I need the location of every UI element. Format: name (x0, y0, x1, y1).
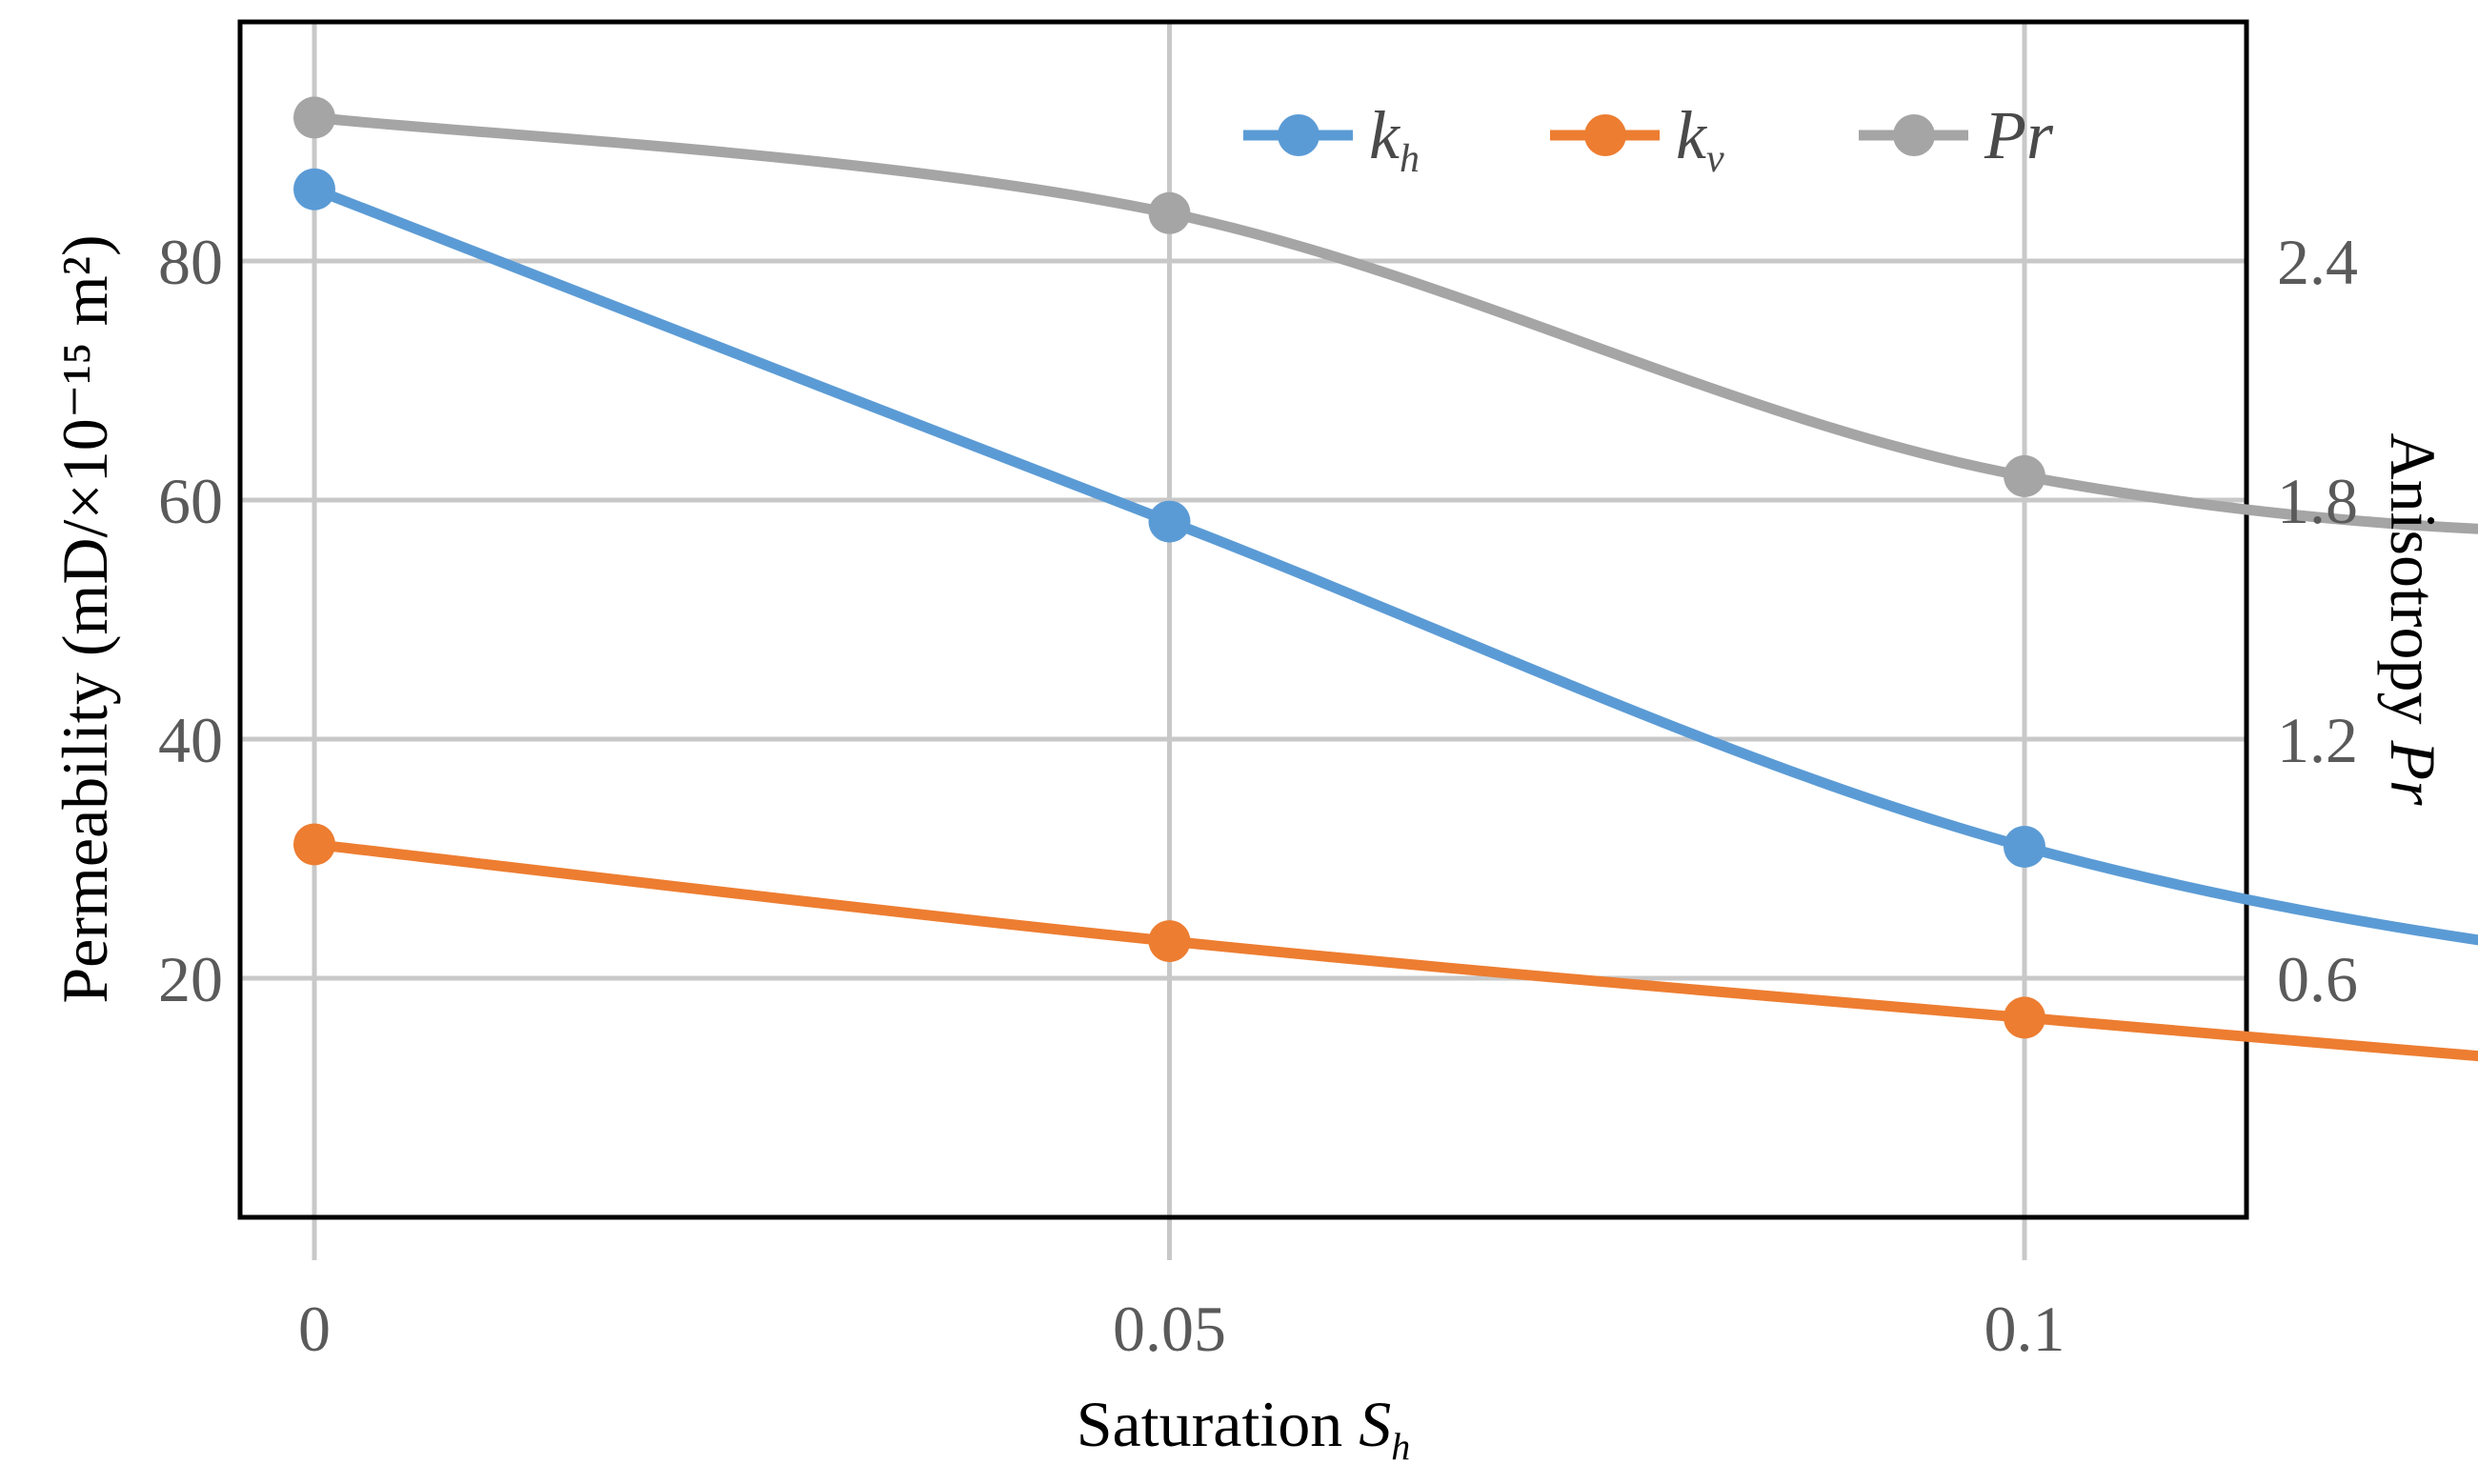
y-left-tick-label: 80 (158, 226, 223, 298)
legend-label-pr: Pr (1984, 97, 2054, 173)
y-right-tick-label: 2.4 (2277, 226, 2358, 298)
data-point-kv (2004, 996, 2045, 1039)
y-right-tick-label: 1.8 (2277, 465, 2358, 537)
legend-swatch-marker (1584, 114, 1626, 156)
y-right-axis-label-text: Anisotropy (2377, 433, 2449, 741)
y-right-axis-label: Anisotropy Pr (2377, 433, 2449, 807)
legend-label-kh: kh (1369, 97, 1420, 181)
legend-swatch-marker (1893, 114, 1935, 156)
legend-item-pr: Pr (1859, 97, 2054, 173)
series-kv (293, 823, 2478, 1062)
y-left-axis-label: Permeability (mD/×10⁻¹⁵ m²) (49, 234, 121, 1003)
data-point-pr (1148, 191, 1191, 234)
series-pr (293, 96, 2478, 534)
series-line-kh (309, 184, 2478, 946)
series-line-kv (309, 838, 2478, 1062)
grid-lines (240, 22, 2246, 1260)
x-axis-label-var: S (1359, 1388, 1391, 1460)
y-left-tick-label: 60 (158, 465, 223, 537)
y-right-axis-label-var: Pr (2377, 740, 2449, 807)
y-left-tick-label: 40 (158, 704, 223, 776)
legend-label-kv: kv (1676, 97, 1724, 181)
x-axis-label-sub: h (1391, 1425, 1410, 1468)
data-point-kh (293, 168, 335, 211)
legend-swatch-marker (1278, 114, 1320, 156)
x-axis-label: Saturation Sh (1077, 1388, 1411, 1468)
data-point-pr (2004, 454, 2045, 497)
y-left-tick-label: 20 (158, 943, 223, 1015)
data-point-kv (293, 823, 335, 866)
x-tick-label: 0.05 (1113, 1293, 1226, 1365)
y-right-tick-label: 0.6 (2277, 943, 2358, 1015)
x-axis-label-text: Saturation (1077, 1388, 1360, 1460)
y-right-tick-label: 1.2 (2277, 704, 2358, 776)
series-kh (293, 168, 2478, 946)
data-point-kh (2004, 825, 2045, 868)
legend: kh kv Pr (1243, 97, 2054, 181)
data-point-pr (293, 96, 335, 139)
series-layer (293, 96, 2478, 1062)
x-tick-label: 0 (298, 1293, 331, 1365)
data-point-kv (1148, 920, 1191, 963)
legend-item-kv: kv (1550, 97, 1724, 181)
plot-frame (237, 19, 2249, 1220)
series-line-pr (309, 111, 2478, 534)
tick-labels: 00.050.10.150.2204060800.61.21.82.4 (158, 226, 2358, 1365)
data-point-kh (1148, 500, 1191, 543)
legend-item-kh: kh (1243, 97, 1420, 181)
x-tick-label: 0.1 (1984, 1293, 2065, 1365)
